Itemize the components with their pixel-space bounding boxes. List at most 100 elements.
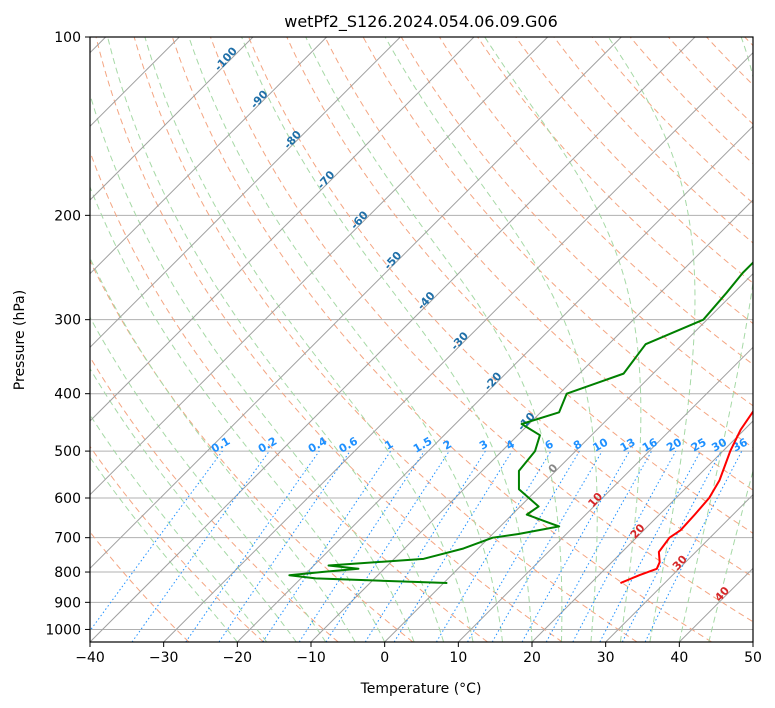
isotherm-line (90, 37, 401, 349)
isotherm-label: -60 (348, 208, 371, 232)
isotherm-line (531, 420, 753, 642)
dry-adiabat (133, 37, 638, 642)
dry-adiabat (95, 37, 563, 642)
mixing-ratio-label: 0.1 (209, 435, 232, 456)
isotherm-line (384, 272, 753, 642)
isotherm-label: -80 (281, 128, 304, 152)
isotherm-line (90, 37, 328, 275)
mixing-ratio-label: 25 (689, 436, 709, 455)
y-tick-label: 300 (54, 313, 81, 329)
mixing-ratio-line (185, 450, 320, 642)
mixing-ratio-label: 30 (709, 435, 729, 454)
isotherm-line (605, 493, 753, 642)
mixing-ratio-line (467, 450, 580, 642)
isotherm-label: 10 (585, 490, 605, 510)
mixing-ratio-label: 3 (477, 438, 490, 453)
dry-adiabat (90, 259, 414, 642)
mixing-ratio-line (393, 450, 513, 642)
plot-area: 0.1 0.2 0.4 0.6 1 1.5 2 3 4 6 8 10 13 16 20 25 30 36-100-… (90, 37, 753, 642)
x-tick-label: −10 (296, 650, 326, 666)
mixing-ratio-line (298, 450, 425, 642)
dry-adiabat (515, 37, 753, 284)
dry-adiabat (477, 37, 753, 325)
dry-adiabat (668, 37, 753, 125)
mixing-ratio-line (435, 450, 552, 642)
y-tick-label: 600 (54, 491, 81, 507)
mixing-ratio-line (491, 450, 603, 642)
dry-adiabat (90, 150, 488, 642)
mixing-ratio-line (325, 450, 450, 642)
isotherm-line (457, 346, 753, 642)
dry-adiabat (324, 37, 753, 491)
y-axis-title: Pressure (hPa) (12, 290, 28, 390)
dry-adiabat (591, 37, 753, 204)
dry-adiabat (629, 37, 753, 165)
isotherm-label: -30 (448, 329, 471, 353)
isotherm-label: -70 (315, 168, 338, 192)
dry-adiabat (90, 445, 264, 642)
dry-adiabat (553, 37, 753, 244)
x-tick-label: −30 (149, 650, 179, 666)
dry-adiabat (210, 37, 753, 623)
dry-adiabat (248, 37, 753, 578)
mixing-ratio-line (521, 450, 630, 642)
isotherm-line (90, 37, 696, 642)
mixing-ratio-line (545, 450, 653, 642)
isotherm-line (752, 641, 753, 642)
mixing-ratio-line (262, 450, 392, 642)
mixing-ratio-label: 0.4 (306, 434, 330, 455)
moist-adiabat (305, 37, 563, 642)
moist-adiabat (144, 37, 474, 642)
isotherm-label: 0 (546, 461, 561, 476)
x-tick-label: 10 (449, 650, 467, 666)
mixing-ratio-line (572, 450, 677, 642)
isotherm-label: -90 (248, 87, 271, 111)
x-axis-title: Temperature (°C) (360, 681, 482, 697)
y-tick-label: 800 (54, 565, 81, 581)
x-tick-label: 20 (523, 650, 541, 666)
moist-adiabat (90, 185, 386, 642)
mixing-ratio-label: 0.6 (337, 434, 361, 455)
isotherm-label: -40 (415, 289, 438, 313)
moist-adiabat (607, 37, 696, 642)
y-tick-label: 200 (54, 208, 81, 224)
moist-adiabat (384, 37, 598, 642)
moist-adiabat (241, 37, 533, 642)
mixing-ratio-label: 16 (640, 435, 660, 454)
chart-title: wetPf2_S126.2024.054.06.09.G06 (284, 12, 558, 32)
dry-adiabat (706, 37, 753, 86)
temperature-profile (620, 409, 753, 584)
isotherm-label: 40 (712, 584, 732, 604)
x-tick-label: −20 (223, 650, 253, 666)
isotherm-line (90, 37, 622, 570)
moist-adiabat (708, 469, 753, 642)
isotherm-line (236, 125, 753, 642)
dewpoint-profile (288, 261, 753, 585)
mixing-ratio-label: 1.5 (411, 435, 434, 456)
mixing-ratio-label: 6 (543, 437, 556, 452)
isotherm-line (90, 37, 475, 422)
dry-adiabat (400, 37, 753, 407)
moist-adiabat (90, 456, 238, 642)
moist-adiabat (484, 37, 642, 642)
isotherm-line (90, 37, 254, 201)
x-tick-label: 40 (670, 650, 688, 666)
dry-adiabat (171, 37, 712, 642)
mixing-ratio-line (218, 450, 351, 642)
isotherm-label: -100 (212, 44, 240, 73)
x-tick-label: −40 (75, 650, 105, 666)
mixing-ratio-label: 20 (664, 435, 684, 454)
moist-adiabat (107, 37, 445, 642)
isotherm-label: -50 (381, 249, 404, 273)
x-tick-label: 50 (744, 650, 762, 666)
mixing-ratio-line (599, 450, 701, 642)
dry-adiabat (90, 531, 190, 642)
isotherm-label: 20 (628, 521, 648, 541)
isotherm-label: -20 (482, 369, 505, 393)
mixing-ratio-line (90, 450, 223, 632)
y-tick-label: 900 (54, 595, 81, 611)
isotherm-line (90, 37, 549, 496)
x-tick-label: 0 (380, 650, 389, 666)
y-tick-label: 1000 (45, 622, 81, 638)
